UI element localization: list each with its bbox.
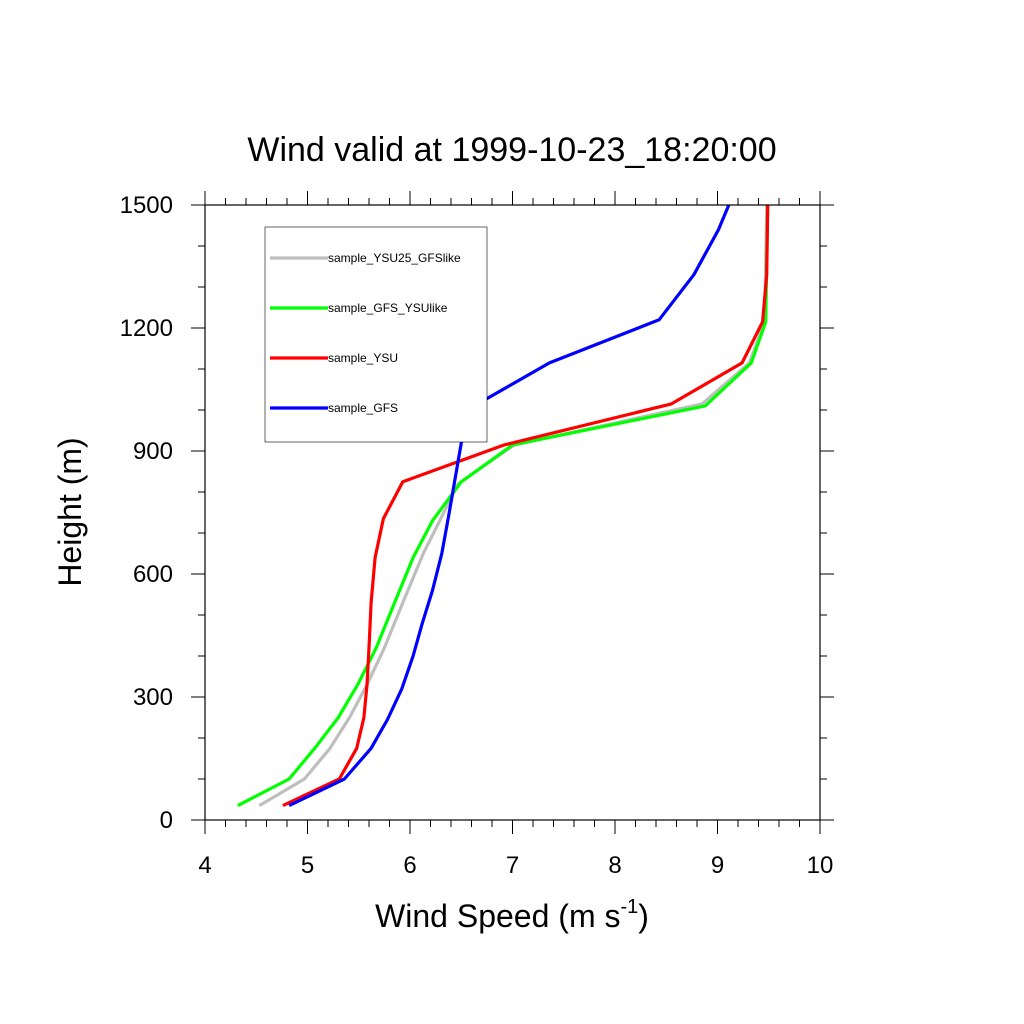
x-axis-label-superscript: -1 (620, 896, 638, 918)
x-tick-label: 5 (301, 852, 314, 879)
y-tick-label: 900 (133, 438, 173, 465)
tick-labels: 0 300 600 900 1200 1500 4 5 6 7 8 9 10 (120, 192, 834, 879)
legend-label: sample_GFS_YSUlike (328, 301, 448, 315)
y-tick-label: 300 (133, 684, 173, 711)
axis-ticks (191, 191, 834, 834)
legend-label: sample_YSU (328, 351, 398, 365)
legend-box (264, 226, 488, 443)
series-line-sample_GFS (288, 204, 731, 808)
x-tick-label: 4 (198, 852, 211, 879)
x-tick-label: 7 (506, 852, 519, 879)
x-tick-label: 9 (711, 852, 724, 879)
y-tick-label: 1200 (120, 315, 173, 342)
x-axis-label-main: Wind Speed (m s (375, 898, 620, 934)
x-axis-label-suffix: ) (638, 898, 649, 934)
series-line-sample_YSU (282, 204, 770, 808)
x-axis-label: Wind Speed (m s-1) (375, 896, 649, 934)
series-line-sample_YSU25_GFSlike (258, 204, 769, 807)
legend: sample_YSU25_GFSlike sample_GFS_YSUlikesa… (264, 226, 488, 443)
chart-title: Wind valid at 1999-10-23_18:20:00 (247, 131, 776, 169)
y-axis-label: Height (m) (52, 437, 88, 586)
x-tick-label: 10 (807, 852, 834, 879)
x-tick-label: 8 (608, 852, 621, 879)
series-line-sample_GFS_YSUlike (237, 204, 770, 808)
legend-label: sample_GFS (328, 401, 398, 415)
y-tick-label: 600 (133, 561, 173, 588)
y-tick-label: 1500 (120, 192, 173, 219)
x-tick-label: 6 (403, 852, 416, 879)
plot-area (237, 204, 770, 808)
y-tick-label: 0 (160, 807, 173, 834)
legend-label: sample_YSU25_GFSlike (328, 251, 461, 265)
